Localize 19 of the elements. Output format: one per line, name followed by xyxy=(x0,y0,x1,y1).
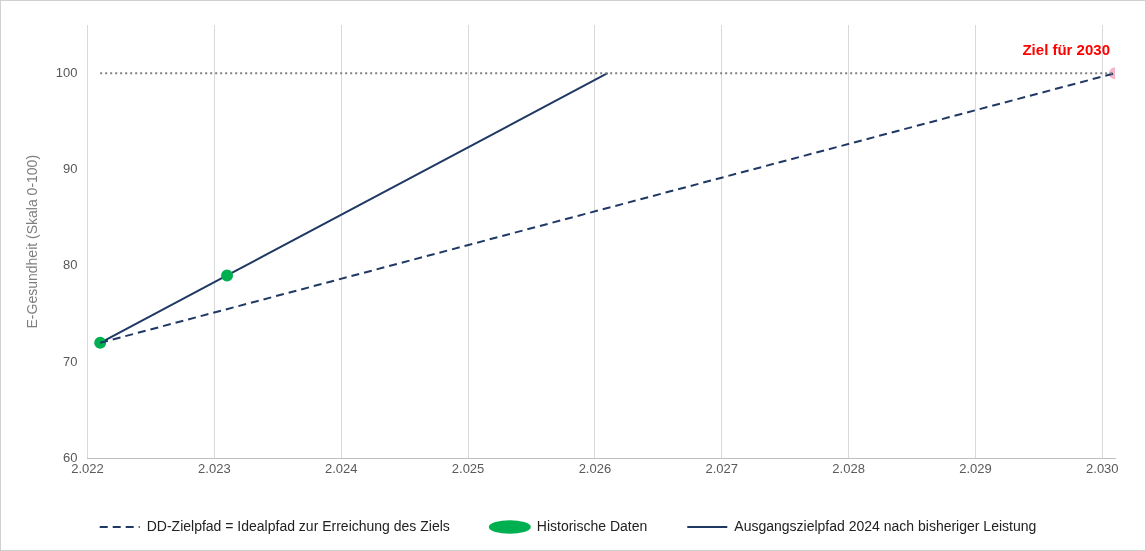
x-tick-label: 2.029 xyxy=(959,460,992,476)
y-tick-label: 70 xyxy=(63,353,78,369)
y-tick-label: 60 xyxy=(63,449,78,465)
legend-label: Ausgangszielpfad 2024 nach bisheriger Leistung xyxy=(734,517,1037,534)
y-tick-label: 80 xyxy=(63,257,78,273)
annotation: Ziel für 2030 xyxy=(1022,40,1110,58)
x-tick-label: 2.023 xyxy=(198,460,231,476)
x-tick-label: 2.025 xyxy=(451,460,485,476)
y-tick-label: 90 xyxy=(63,161,78,177)
x-tick-label: 2.026 xyxy=(578,460,612,476)
x-tick-label: 2.030 xyxy=(1086,460,1119,476)
x-tick-label: 2.027 xyxy=(705,460,739,476)
x-tick-label: 2.024 xyxy=(324,460,358,476)
y-axis-title: E-Gesundheit (Skala 0-100) xyxy=(24,154,41,329)
legend-label: Historische Daten xyxy=(536,517,648,534)
legend-label: DD-Zielpfad = Idealpfad zur Erreichung des Ziels xyxy=(146,517,450,534)
y-tick-label: 100 xyxy=(55,64,78,80)
x-tick-label: 2.028 xyxy=(832,460,865,476)
point xyxy=(221,269,234,282)
